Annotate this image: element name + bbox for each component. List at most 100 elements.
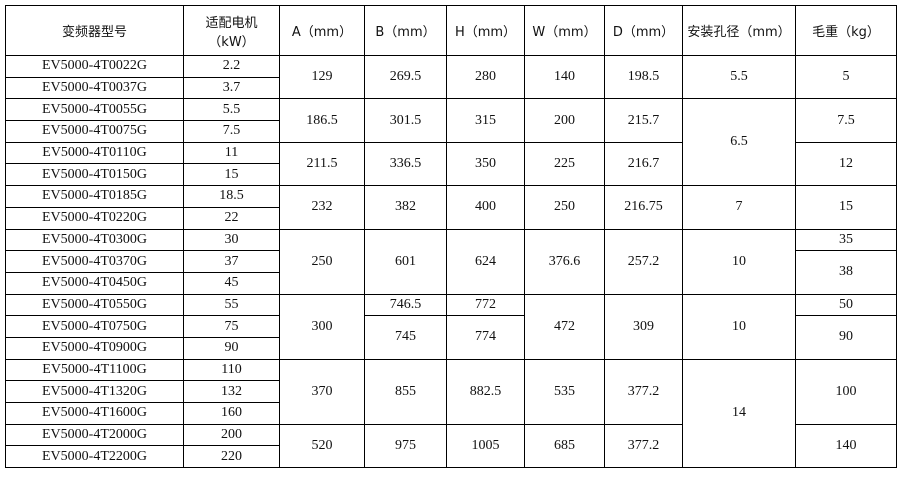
model-cell: EV5000-4T1320G [5,380,184,403]
table-row: EV5000-4T0900G 90 [5,336,897,360]
model-cell: EV5000-4T0220G [5,206,184,230]
model-cell: EV5000-4T0055G [5,98,184,122]
hole-cell: 7 [682,185,796,230]
power-cell: 45 [183,271,280,295]
h-cell: 350 [446,141,525,187]
model-cell: EV5000-4T0185G [5,185,184,208]
table-row: EV5000-4T0300G 30 250 601 624 376.6 257.2 10 35 [5,228,897,295]
a-cell: 300 [279,293,365,360]
table-row: EV5000-4T1600G 160 [5,402,897,425]
w-cell: 535 [524,358,605,425]
table-row: EV5000-4T0055G 5.5 186.5 301.5 315 200 215.7 6.… [5,98,897,187]
power-cell: 22 [183,206,280,230]
hole-cell: 5.5 [682,54,796,100]
weight-cell: 12 [795,141,897,187]
d-cell: 216.7 [604,141,683,187]
power-cell: 90 [183,336,280,360]
w-cell: 250 [524,185,605,230]
a-cell: 186.5 [279,98,365,143]
d-cell: 198.5 [604,54,683,100]
b-cell: 336.5 [364,141,447,187]
power-cell: 75 [183,315,280,338]
power-cell: 18.5 [183,185,280,208]
table-row: EV5000-4T0110G 11 211.5 336.5 350 225 216.7 12 [5,141,897,187]
a-cell: 129 [279,54,365,100]
model-cell: EV5000-4T0750G [5,315,184,338]
model-cell: EV5000-4T0370G [5,250,184,273]
a-cell: 211.5 [279,141,365,187]
power-cell: 37 [183,250,280,273]
power-cell: 15 [183,163,280,187]
d-cell: 215.7 [604,98,683,143]
h-cell: 624 [446,228,525,295]
power-cell: 220 [183,445,280,469]
power-cell: 110 [183,358,280,382]
d-cell: 216.75 [604,185,683,230]
model-cell: EV5000-4T0150G [5,163,184,187]
model-cell: EV5000-4T2200G [5,445,184,469]
a-cell: 370 [279,358,365,425]
h-cell: 400 [446,185,525,230]
model-cell: EV5000-4T0550G [5,293,184,317]
table-row: EV5000-4T0220G 22 [5,206,897,230]
weight-cell: 38 [795,250,897,295]
b-cell: 601 [364,228,447,295]
power-cell: 5.5 [183,98,280,122]
h-cell: 315 [446,98,525,143]
weight-cell: 5 [795,54,897,100]
table-row: EV5000-4T0150G 15 [5,163,897,187]
table-row: EV5000-4T1100G 110 370 855 882.5 535 377.2 14 10… [5,358,897,469]
model-cell: EV5000-4T0110G [5,141,184,165]
model-cell: EV5000-4T2000G [5,423,184,447]
b-cell: 745 [364,315,447,360]
model-cell: EV5000-4T1600G [5,402,184,425]
weight-cell: 35 [795,228,897,252]
a-cell: 250 [279,228,365,295]
header-cell: 适配电机 （kW） [183,5,280,56]
h-cell: 772 [446,293,525,317]
weight-cell: 100 [795,358,897,425]
model-cell: EV5000-4T0900G [5,336,184,360]
hole-cell: 10 [682,228,796,295]
b-cell: 746.5 [364,293,447,317]
h-cell: 1005 [446,423,525,469]
hole-cell: 14 [682,358,796,469]
w-cell: 472 [524,293,605,360]
table-row: EV5000-4T0185G 18.5 232 382 400 250 216.75 7 15 [5,185,897,230]
header-cell: B（mm） [364,5,447,56]
header-cell: H（mm） [446,5,525,56]
weight-cell: 15 [795,185,897,230]
model-cell: EV5000-4T1100G [5,358,184,382]
header-cell: W（mm） [524,5,605,56]
table-row: EV5000-4T2000G 200 520 975 1005 685 377.2 140 [5,423,897,469]
w-cell: 685 [524,423,605,469]
h-cell: 280 [446,54,525,100]
a-cell: 232 [279,185,365,230]
h-cell: 774 [446,315,525,360]
model-cell: EV5000-4T0022G [5,55,184,78]
b-cell: 855 [364,358,447,425]
power-cell: 3.7 [183,76,280,100]
w-cell: 225 [524,141,605,187]
power-cell: 132 [183,380,280,403]
power-cell: 11 [183,141,280,165]
power-cell: 200 [183,423,280,447]
d-cell: 309 [604,293,683,360]
b-cell: 301.5 [364,98,447,143]
weight-cell: 90 [795,315,897,360]
power-cell: 2.2 [183,55,280,78]
table-row: EV5000-4T2200G 220 [5,445,897,469]
b-cell: 382 [364,185,447,230]
spec-table: 变频器型号 适配电机 （kW） A（mm） B（mm） H（mm） W（mm） D（mm） 安装… [5,5,897,469]
hole-cell: 6.5 [682,98,796,187]
model-cell: EV5000-4T0300G [5,228,184,252]
header-cell: 安装孔径（mm） [682,5,796,56]
header-line: （kW） [208,34,255,50]
model-cell: EV5000-4T0075G [5,120,184,143]
table-row: EV5000-4T1320G 132 [5,380,897,403]
header-cell: D（mm） [604,5,683,56]
power-cell: 30 [183,228,280,252]
table-row: EV5000-4T0550G 55 300 746.5 772 472 309 10 50 [5,293,897,360]
weight-cell: 7.5 [795,98,897,143]
b-cell: 269.5 [364,54,447,100]
